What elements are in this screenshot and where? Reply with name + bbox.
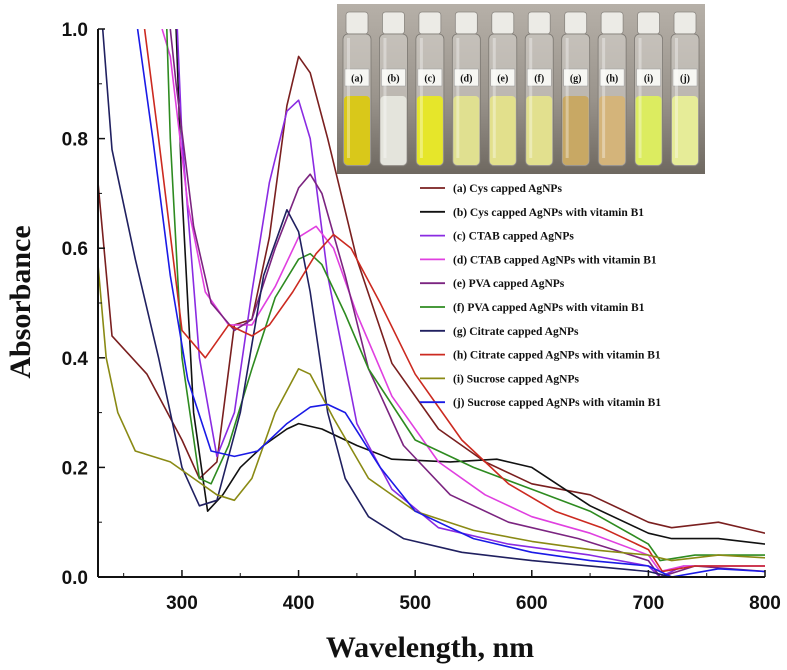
vial: (j)	[670, 11, 700, 167]
legend-label-e: (e) PVA capped AgNPs	[453, 278, 565, 290]
vial-label: (i)	[644, 74, 653, 85]
series-line-h	[143, 29, 765, 573]
series-line-c	[176, 29, 765, 577]
vial-label-sticker	[454, 68, 479, 87]
y-axis-title: Absorbance	[4, 225, 37, 378]
vial-label: (a)	[351, 74, 363, 85]
series-line-i	[98, 264, 765, 562]
vial-label: (b)	[387, 74, 399, 85]
vial-label: (g)	[570, 74, 582, 85]
vial-liquid	[416, 96, 443, 165]
legend: (a) Cys capped AgNPs (b) Cys capped AgNPs…	[420, 183, 661, 409]
legend-label-j: (j) Sucrose capped AgNPs with vitamin B1	[453, 397, 661, 409]
vial-liquid	[526, 96, 553, 165]
series-line-g	[101, 29, 765, 577]
legend-label-c: (c) CTAB capped AgNPs	[453, 231, 574, 243]
vial-liquid	[599, 96, 626, 165]
x-tick-label: 400	[283, 593, 315, 614]
vial: (b)	[379, 11, 408, 167]
vial: (g)	[561, 11, 591, 167]
vial-label-sticker	[599, 68, 625, 87]
y-tick-label: 0.0	[62, 568, 88, 589]
vial-label-sticker	[636, 68, 661, 87]
x-tick-label: 700	[633, 593, 665, 614]
vial-label: (e)	[497, 74, 508, 85]
legend-label-f: (f) PVA capped AgNPs with vitamin B1	[453, 302, 645, 314]
legend-label-h: (h) Citrate capped AgNPs with vitamin B1	[453, 350, 661, 362]
y-tick-label: 0.2	[62, 458, 88, 479]
y-tick-label: 0.4	[62, 349, 89, 370]
vial-liquid	[672, 96, 698, 165]
vial-label: (f)	[534, 74, 544, 85]
vial: (c)	[415, 11, 445, 167]
vial-label-sticker	[381, 68, 406, 87]
series-layer	[98, 29, 765, 577]
y-tick-label: 0.8	[62, 130, 88, 151]
vial: (a)	[342, 11, 372, 167]
y-tick-label: 1.0	[62, 20, 88, 41]
x-tick-label: 500	[399, 593, 431, 614]
vial-label-sticker	[417, 68, 443, 87]
x-tick-label: 600	[516, 593, 548, 614]
vial-label-sticker	[563, 68, 588, 87]
vial-liquid	[453, 96, 480, 165]
series-line-a	[98, 55, 765, 534]
vial-label-sticker	[490, 68, 516, 87]
vial-label-sticker	[672, 68, 698, 87]
x-tick-label: 300	[166, 593, 198, 614]
x-tick-label: 800	[749, 593, 781, 614]
vial-liquid	[380, 96, 407, 165]
legend-label-b: (b) Cys capped AgNPs with vitamin B1	[453, 207, 644, 219]
vial-liquid	[489, 96, 516, 165]
series-line-j	[136, 29, 765, 577]
vial-label: (c)	[424, 74, 435, 85]
vial-label: (d)	[460, 74, 472, 85]
vial: (f)	[524, 11, 554, 167]
vial-label-sticker	[344, 68, 370, 87]
vial-label-sticker	[526, 68, 552, 87]
ticks-layer: 300 400 500 600 700 800 0.0 0.2 0.4 0.6 0.8 1.0	[62, 20, 781, 614]
vial-label: (j)	[680, 74, 690, 85]
legend-label-a: (a) Cys capped AgNPs	[453, 183, 562, 195]
vial-photo-inset: (a) (b) (c) (d) (e) (f) (g) (h) (i) (j)	[337, 4, 705, 174]
vial: (e)	[488, 11, 518, 167]
legend-label-i: (i) Sucrose capped AgNPs	[453, 373, 579, 385]
vial-liquid	[562, 96, 589, 165]
vial-label: (h)	[606, 74, 618, 85]
legend-label-d: (d) CTAB capped AgNPs with vitamin B1	[453, 254, 657, 266]
vial: (i)	[634, 11, 663, 167]
series-line-f	[166, 29, 765, 562]
series-line-b	[175, 29, 765, 545]
vial: (h)	[597, 11, 627, 167]
legend-label-g: (g) Citrate capped AgNPs	[453, 326, 579, 338]
vial-liquid	[635, 96, 662, 165]
y-tick-label: 0.6	[62, 239, 88, 260]
vial: (d)	[451, 11, 481, 167]
vial-liquid	[344, 96, 370, 165]
x-axis-title: Wavelength, nm	[326, 631, 534, 664]
